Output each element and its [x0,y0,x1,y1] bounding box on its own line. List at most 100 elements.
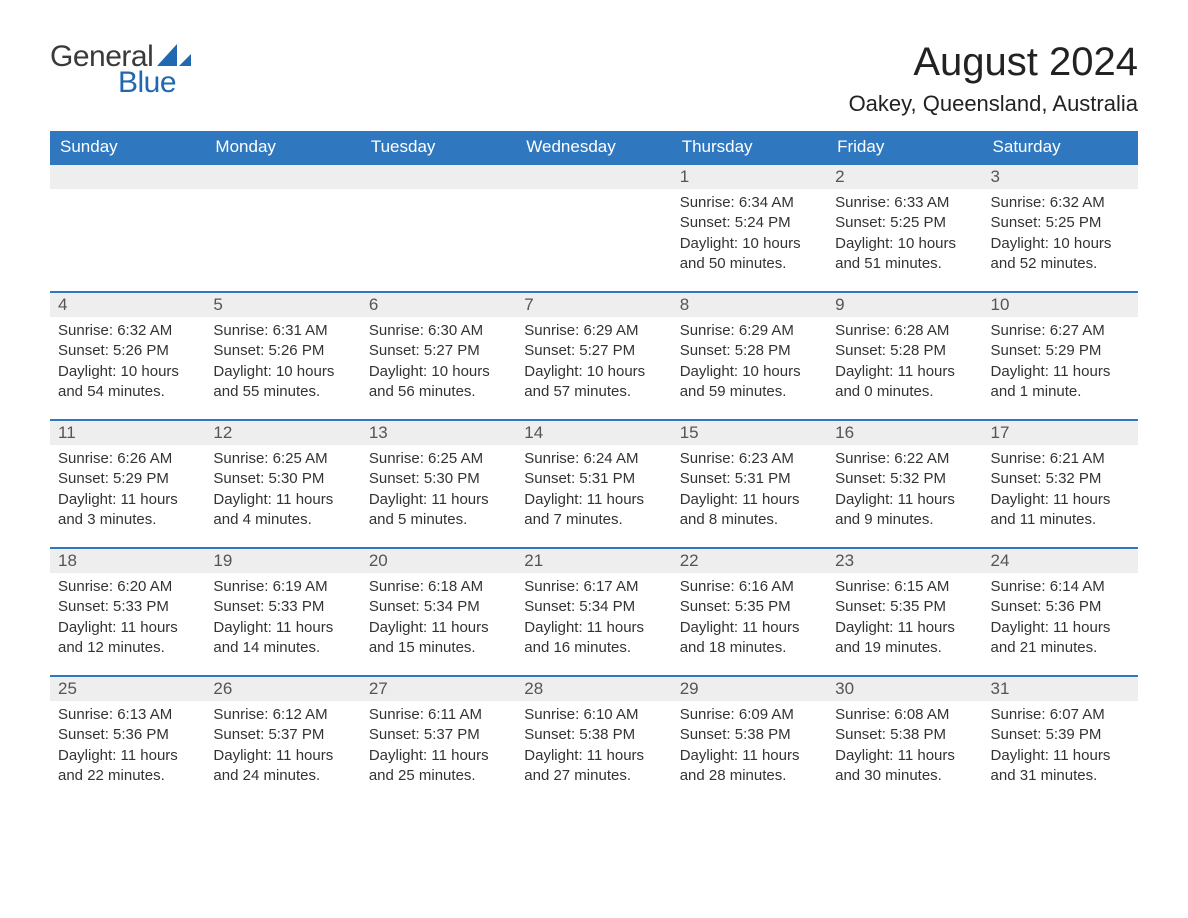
day-number-empty [50,163,205,189]
day-number: 7 [516,291,671,317]
weekday-header: Thursday [672,131,827,163]
day-body: Sunrise: 6:33 AMSunset: 5:25 PMDaylight:… [827,189,982,284]
daylight-line-1: Daylight: 11 hours [524,618,663,638]
day-body: Sunrise: 6:31 AMSunset: 5:26 PMDaylight:… [205,317,360,412]
location-subtitle: Oakey, Queensland, Australia [849,91,1138,117]
calendar-cell: 28Sunrise: 6:10 AMSunset: 5:38 PMDayligh… [516,675,671,803]
sunrise-line: Sunrise: 6:16 AM [680,577,819,597]
daylight-line-1: Daylight: 11 hours [369,618,508,638]
sunrise-line: Sunrise: 6:26 AM [58,449,197,469]
day-body: Sunrise: 6:08 AMSunset: 5:38 PMDaylight:… [827,701,982,796]
day-number: 4 [50,291,205,317]
sunrise-line: Sunrise: 6:31 AM [213,321,352,341]
sunrise-line: Sunrise: 6:24 AM [524,449,663,469]
day-number: 2 [827,163,982,189]
weekday-header-row: SundayMondayTuesdayWednesdayThursdayFrid… [50,131,1138,163]
sunset-line: Sunset: 5:33 PM [213,597,352,617]
calendar-cell: 25Sunrise: 6:13 AMSunset: 5:36 PMDayligh… [50,675,205,803]
day-number: 9 [827,291,982,317]
day-body: Sunrise: 6:24 AMSunset: 5:31 PMDaylight:… [516,445,671,540]
sunrise-line: Sunrise: 6:14 AM [991,577,1130,597]
sunset-line: Sunset: 5:31 PM [524,469,663,489]
weekday-header: Saturday [983,131,1138,163]
day-number-empty [205,163,360,189]
sunrise-line: Sunrise: 6:33 AM [835,193,974,213]
day-number: 1 [672,163,827,189]
sunset-line: Sunset: 5:30 PM [213,469,352,489]
day-number: 12 [205,419,360,445]
calendar-cell: 5Sunrise: 6:31 AMSunset: 5:26 PMDaylight… [205,291,360,419]
day-body: Sunrise: 6:09 AMSunset: 5:38 PMDaylight:… [672,701,827,796]
daylight-line-1: Daylight: 11 hours [369,746,508,766]
sunset-line: Sunset: 5:38 PM [524,725,663,745]
daylight-line-1: Daylight: 11 hours [213,746,352,766]
calendar-cell: 30Sunrise: 6:08 AMSunset: 5:38 PMDayligh… [827,675,982,803]
sunset-line: Sunset: 5:30 PM [369,469,508,489]
daylight-line-1: Daylight: 11 hours [524,746,663,766]
daylight-line-1: Daylight: 10 hours [835,234,974,254]
title-block: August 2024 Oakey, Queensland, Australia [849,40,1138,117]
day-body: Sunrise: 6:20 AMSunset: 5:33 PMDaylight:… [50,573,205,668]
sunrise-line: Sunrise: 6:29 AM [524,321,663,341]
day-body: Sunrise: 6:15 AMSunset: 5:35 PMDaylight:… [827,573,982,668]
day-number: 5 [205,291,360,317]
daylight-line-1: Daylight: 10 hours [213,362,352,382]
daylight-line-1: Daylight: 11 hours [213,490,352,510]
daylight-line-1: Daylight: 11 hours [58,618,197,638]
daylight-line-2: and 16 minutes. [524,638,663,658]
day-body: Sunrise: 6:12 AMSunset: 5:37 PMDaylight:… [205,701,360,796]
sunrise-line: Sunrise: 6:21 AM [991,449,1130,469]
sunrise-line: Sunrise: 6:17 AM [524,577,663,597]
sunrise-line: Sunrise: 6:20 AM [58,577,197,597]
sunrise-line: Sunrise: 6:30 AM [369,321,508,341]
sunset-line: Sunset: 5:29 PM [991,341,1130,361]
daylight-line-1: Daylight: 11 hours [835,618,974,638]
daylight-line-1: Daylight: 11 hours [680,490,819,510]
calendar-row: 4Sunrise: 6:32 AMSunset: 5:26 PMDaylight… [50,291,1138,419]
daylight-line-2: and 5 minutes. [369,510,508,530]
daylight-line-2: and 28 minutes. [680,766,819,786]
calendar-cell: 2Sunrise: 6:33 AMSunset: 5:25 PMDaylight… [827,163,982,291]
daylight-line-2: and 25 minutes. [369,766,508,786]
calendar-table: SundayMondayTuesdayWednesdayThursdayFrid… [50,131,1138,803]
sunrise-line: Sunrise: 6:29 AM [680,321,819,341]
day-body: Sunrise: 6:29 AMSunset: 5:27 PMDaylight:… [516,317,671,412]
daylight-line-2: and 52 minutes. [991,254,1130,274]
daylight-line-2: and 12 minutes. [58,638,197,658]
day-number: 29 [672,675,827,701]
day-body: Sunrise: 6:32 AMSunset: 5:25 PMDaylight:… [983,189,1138,284]
sunrise-line: Sunrise: 6:13 AM [58,705,197,725]
calendar-cell: 8Sunrise: 6:29 AMSunset: 5:28 PMDaylight… [672,291,827,419]
day-number: 8 [672,291,827,317]
day-body: Sunrise: 6:10 AMSunset: 5:38 PMDaylight:… [516,701,671,796]
calendar-cell: 23Sunrise: 6:15 AMSunset: 5:35 PMDayligh… [827,547,982,675]
sunset-line: Sunset: 5:26 PM [58,341,197,361]
day-body: Sunrise: 6:32 AMSunset: 5:26 PMDaylight:… [50,317,205,412]
brand-word2: Blue [118,66,176,100]
calendar-cell: 7Sunrise: 6:29 AMSunset: 5:27 PMDaylight… [516,291,671,419]
sunset-line: Sunset: 5:38 PM [680,725,819,745]
sunrise-line: Sunrise: 6:08 AM [835,705,974,725]
sunset-line: Sunset: 5:34 PM [524,597,663,617]
sunset-line: Sunset: 5:29 PM [58,469,197,489]
sunrise-line: Sunrise: 6:10 AM [524,705,663,725]
sunset-line: Sunset: 5:39 PM [991,725,1130,745]
sunrise-line: Sunrise: 6:12 AM [213,705,352,725]
calendar-row: 1Sunrise: 6:34 AMSunset: 5:24 PMDaylight… [50,163,1138,291]
header-bar: General Blue August 2024 Oakey, Queensla… [50,40,1138,117]
daylight-line-1: Daylight: 10 hours [680,362,819,382]
calendar-cell: 21Sunrise: 6:17 AMSunset: 5:34 PMDayligh… [516,547,671,675]
calendar-cell: 29Sunrise: 6:09 AMSunset: 5:38 PMDayligh… [672,675,827,803]
daylight-line-1: Daylight: 11 hours [369,490,508,510]
day-number: 22 [672,547,827,573]
day-number: 16 [827,419,982,445]
sunrise-line: Sunrise: 6:07 AM [991,705,1130,725]
calendar-row: 25Sunrise: 6:13 AMSunset: 5:36 PMDayligh… [50,675,1138,803]
calendar-cell: 18Sunrise: 6:20 AMSunset: 5:33 PMDayligh… [50,547,205,675]
daylight-line-2: and 11 minutes. [991,510,1130,530]
day-body: Sunrise: 6:18 AMSunset: 5:34 PMDaylight:… [361,573,516,668]
daylight-line-2: and 1 minute. [991,382,1130,402]
day-number: 25 [50,675,205,701]
daylight-line-2: and 57 minutes. [524,382,663,402]
day-number: 14 [516,419,671,445]
